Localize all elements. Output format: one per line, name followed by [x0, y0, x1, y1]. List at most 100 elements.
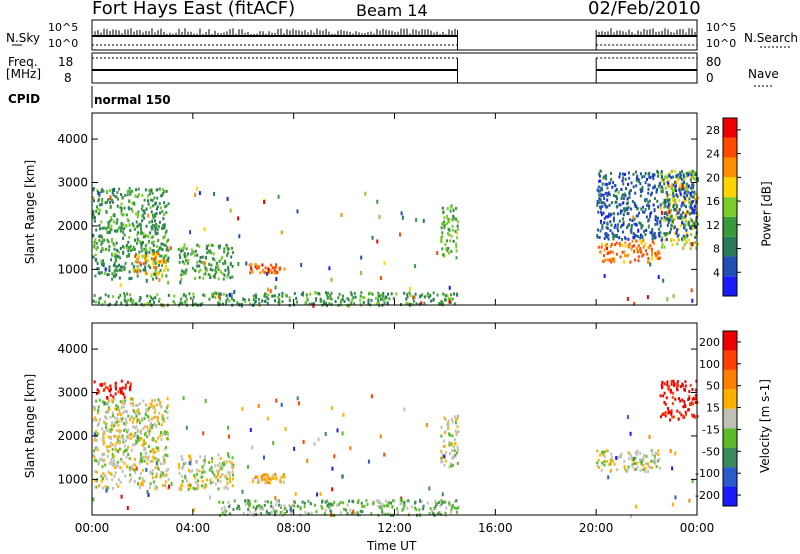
velocity-echo-cell: [201, 475, 204, 479]
power-echo-cell: [352, 296, 355, 300]
velocity-echo-cell: [93, 455, 96, 459]
velocity-echo-cell: [201, 479, 204, 483]
power-scatter-dot: [672, 294, 675, 299]
power-echo-cell: [669, 193, 672, 197]
power-echo-cell: [619, 225, 622, 229]
power-echo-cell: [697, 242, 699, 246]
power-echo-cell: [149, 205, 152, 209]
power-echo-cell: [98, 223, 101, 227]
power-echo-cell: [156, 196, 159, 200]
velocity-echo-cell: [225, 485, 228, 489]
power-echo-cell: [442, 223, 445, 227]
velocity-echo-cell: [309, 502, 312, 506]
velocity-echo-cell: [210, 467, 213, 471]
velocity-echo-cell: [137, 407, 140, 411]
power-echo-cell: [651, 233, 654, 237]
power-echo-cell: [214, 291, 217, 295]
velocity-echo-cell: [97, 462, 100, 466]
velocity-scatter-dot: [105, 488, 108, 493]
velocity-echo-cell: [693, 414, 696, 418]
velocity-echo-cell: [382, 512, 385, 516]
power-echo-cell: [653, 234, 656, 238]
velocity-scatter-dot: [370, 394, 373, 399]
velocity-echo-cell: [140, 452, 143, 456]
power-echo-cell: [163, 213, 166, 217]
velocity-echo-cell: [136, 418, 139, 422]
velocity-colorbar-tick-label: -200: [695, 489, 720, 502]
velocity-echo-cell: [201, 465, 204, 469]
power-echo-cell: [227, 251, 229, 255]
power-echo-cell: [664, 186, 667, 190]
velocity-echo-cell: [180, 484, 183, 488]
velocity-echo-cell: [356, 511, 359, 515]
power-echo-cell: [151, 257, 154, 261]
velocity-echo-cell: [449, 502, 452, 506]
power-echo-cell: [432, 291, 435, 295]
velocity-echo-cell: [251, 480, 254, 484]
power-echo-cell: [630, 228, 633, 232]
velocity-echo-cell: [599, 453, 602, 457]
velocity-echo-cell: [233, 499, 236, 503]
velocity-echo-cell: [223, 505, 226, 509]
power-echo-cell: [154, 219, 156, 223]
power-echo-cell: [123, 292, 126, 295]
power-echo-cell: [686, 194, 689, 198]
power-echo-cell: [152, 297, 155, 301]
power-echo-cell: [450, 234, 453, 238]
velocity-echo-cell: [117, 450, 120, 454]
power-echo-cell: [635, 170, 637, 174]
power-echo-cell: [113, 269, 116, 273]
power-echo-cell: [159, 206, 162, 210]
power-echo-cell: [675, 214, 678, 218]
power-colorbar-segment: [723, 197, 737, 217]
power-echo-cell: [678, 188, 681, 192]
power-echo-cell: [108, 245, 111, 248]
power-echo-cell: [647, 172, 650, 176]
velocity-echo-cell: [212, 471, 215, 475]
velocity-echo-cell: [97, 390, 100, 394]
power-scatter-dot: [213, 191, 216, 196]
velocity-echo-cell: [154, 451, 157, 454]
power-echo-cell: [387, 292, 389, 296]
freq-tick-low: 8: [64, 71, 72, 85]
power-echo-cell: [599, 169, 602, 173]
power-echo-cell: [180, 249, 183, 253]
power-echo-cell: [133, 227, 136, 231]
power-scatter-dot: [330, 277, 333, 282]
power-echo-cell: [136, 233, 139, 237]
power-echo-cell: [222, 277, 225, 281]
power-echo-cell: [379, 294, 382, 298]
power-echo-cell: [274, 265, 277, 269]
power-echo-cell: [136, 224, 139, 228]
velocity-echo-cell: [118, 408, 121, 412]
power-echo-cell: [451, 228, 454, 232]
power-echo-cell: [602, 193, 605, 197]
power-echo-cell: [610, 260, 613, 264]
velocity-echo-cell: [96, 446, 99, 450]
power-echo-cell: [106, 273, 109, 277]
velocity-echo-cell: [619, 455, 621, 458]
power-echo-cell: [628, 192, 631, 196]
power-echo-cell: [111, 277, 113, 281]
power-echo-cell: [682, 211, 684, 215]
power-echo-cell: [328, 302, 331, 306]
power-echo-cell: [143, 247, 146, 251]
velocity-echo-cell: [620, 454, 623, 458]
power-echo-cell: [637, 244, 640, 248]
velocity-echo-cell: [119, 480, 122, 484]
velocity-echo-cell: [115, 482, 118, 486]
power-echo-cell: [660, 170, 663, 174]
power-echo-cell: [695, 198, 698, 202]
velocity-echo-cell: [103, 458, 106, 462]
freq-label: Freq.: [8, 55, 38, 69]
velocity-echo-cell: [310, 511, 313, 515]
power-echo-cell: [200, 260, 203, 264]
velocity-colorbar-segment: [723, 331, 737, 351]
velocity-echo-cell: [227, 500, 230, 504]
velocity-echo-cell: [190, 462, 193, 466]
power-echo-cell: [436, 293, 439, 297]
power-echo-cell: [182, 246, 185, 250]
velocity-echo-cell: [616, 468, 619, 472]
velocity-echo-cell: [124, 423, 127, 427]
power-echo-cell: [180, 297, 183, 301]
